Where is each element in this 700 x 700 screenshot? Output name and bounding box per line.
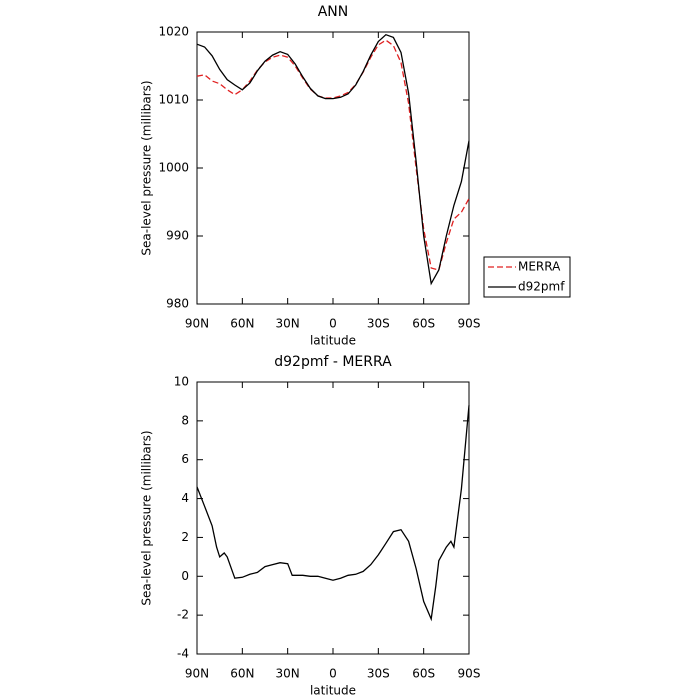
y-tick-label: 10: [174, 375, 189, 389]
series-line: [196, 405, 470, 622]
y-tick-label: -2: [177, 608, 189, 622]
x-tick-label: 30N: [276, 317, 300, 331]
legend-box: [483, 256, 571, 298]
legend-label: MERRA: [518, 260, 561, 274]
x-axis-label: latitude: [310, 334, 356, 348]
x-axis-label: latitude: [310, 684, 356, 698]
y-tick-label: 980: [166, 297, 189, 311]
x-tick-label: 60N: [230, 317, 254, 331]
chart-title: d92pmf - MERRA: [274, 354, 392, 370]
y-tick-label: 2: [181, 530, 189, 544]
series-line: [196, 33, 470, 286]
legend-label: d92pmf: [518, 280, 565, 294]
x-tick-label: 90S: [458, 317, 481, 331]
y-tick-label: 990: [166, 229, 189, 243]
y-axis-label: Sea-level pressure (millibars): [140, 430, 154, 605]
x-tick-label: 90S: [458, 667, 481, 681]
x-tick-label: 60S: [412, 667, 435, 681]
x-tick-label: 90N: [185, 317, 209, 331]
chart-title: ANN: [318, 4, 349, 20]
y-tick-label: 8: [181, 413, 189, 427]
x-tick-label: 60N: [230, 667, 254, 681]
y-tick-label: -4: [177, 647, 189, 661]
y-tick-label: 4: [181, 491, 189, 505]
y-tick-label: 0: [181, 569, 189, 583]
x-tick-label: 30S: [367, 667, 390, 681]
y-tick-label: 1020: [158, 25, 189, 39]
x-tick-label: 90N: [185, 667, 209, 681]
series-line: [196, 39, 470, 271]
y-axis-label: Sea-level pressure (millibars): [140, 80, 154, 255]
x-tick-label: 60S: [412, 317, 435, 331]
x-tick-label: 0: [329, 317, 337, 331]
y-tick-label: 6: [181, 452, 189, 466]
y-tick-label: 1000: [158, 161, 189, 175]
x-tick-label: 30S: [367, 317, 390, 331]
y-tick-label: 1010: [158, 93, 189, 107]
x-tick-label: 30N: [276, 667, 300, 681]
x-tick-label: 0: [329, 667, 337, 681]
